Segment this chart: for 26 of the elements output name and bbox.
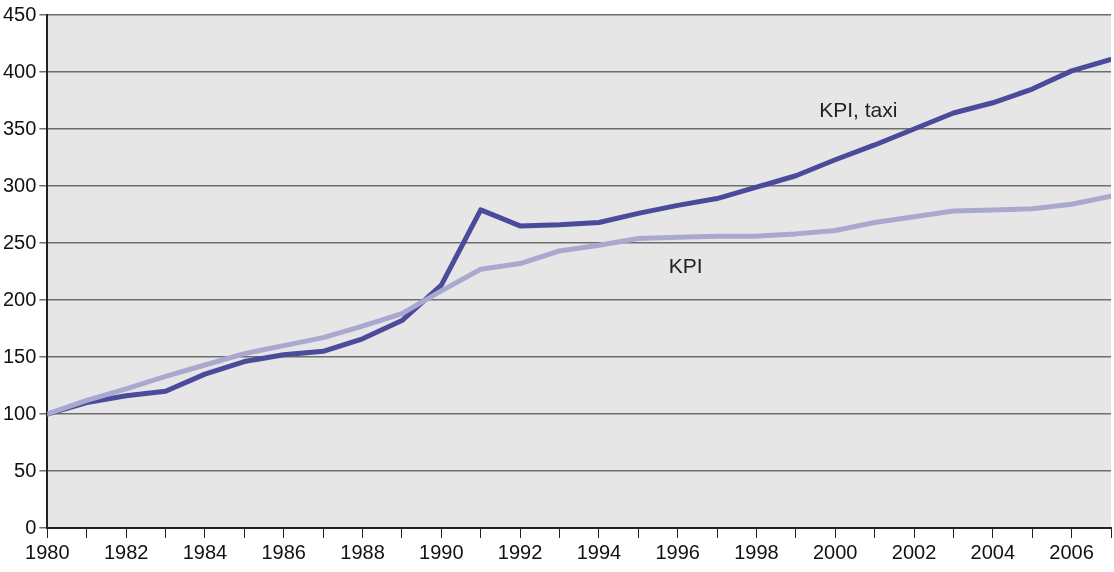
x-tick-label: 1998	[734, 540, 779, 563]
x-tick-label: 1982	[103, 540, 149, 563]
x-tick-label: 1994	[576, 540, 622, 563]
y-tick-label: 350	[2, 116, 37, 139]
series-label: KPI, taxi	[819, 98, 898, 122]
y-tick-label: 50	[14, 458, 37, 481]
x-tick-label: 1988	[340, 540, 385, 563]
x-tick-label: 1996	[655, 540, 700, 563]
x-tick-label: 1986	[261, 540, 306, 563]
x-tick-label: 2002	[891, 540, 937, 563]
y-tick-label: 200	[2, 287, 37, 310]
series-label: KPI	[668, 253, 703, 277]
x-tick-label: 1990	[419, 540, 464, 563]
x-tick-label: 2006	[1049, 540, 1094, 563]
y-tick-label: 100	[2, 401, 37, 424]
y-tick-label: 0	[25, 515, 37, 538]
x-tick-label: 1992	[497, 540, 543, 563]
y-tick-label: 450	[2, 2, 37, 25]
y-tick-label: 250	[2, 230, 37, 253]
x-tick-label: 1980	[25, 540, 70, 563]
x-tick-label: 1984	[182, 540, 228, 563]
y-tick-label: 300	[2, 173, 37, 196]
x-tick-label: 2004	[970, 540, 1016, 563]
y-tick-label: 150	[2, 344, 37, 367]
y-tick-label: 400	[2, 59, 37, 82]
x-tick-label: 2000	[812, 540, 858, 563]
